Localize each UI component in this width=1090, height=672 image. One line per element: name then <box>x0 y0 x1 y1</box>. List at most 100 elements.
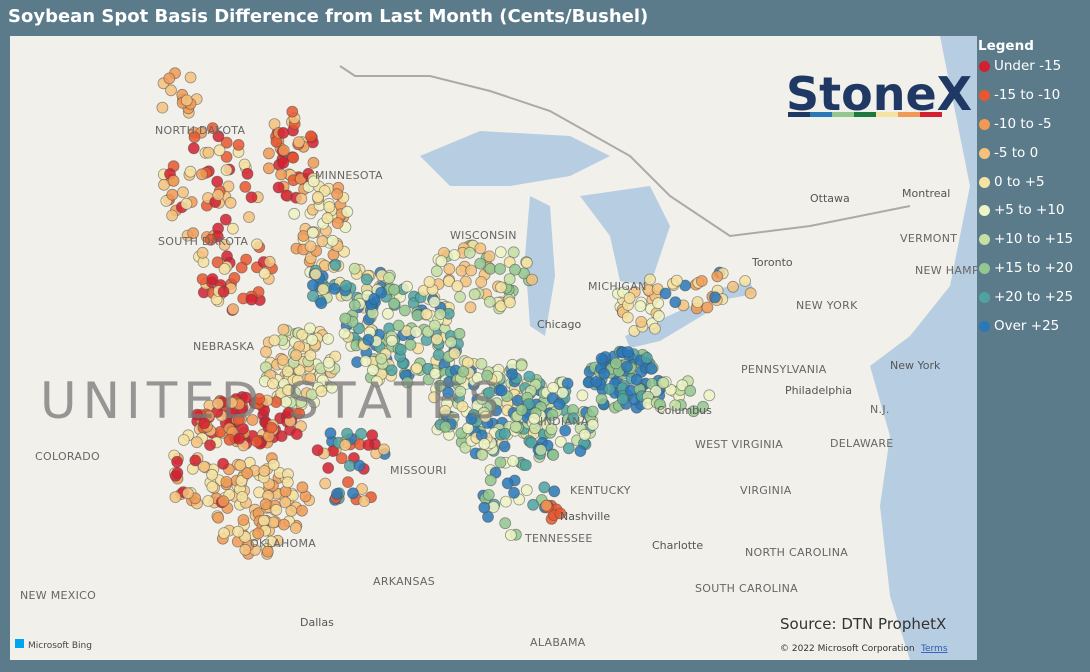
location-point <box>479 410 492 423</box>
location-point <box>381 307 394 320</box>
location-point <box>204 233 217 246</box>
location-point <box>650 385 662 398</box>
map-label: NORTH DAKOTA <box>155 124 245 137</box>
location-point <box>317 283 330 296</box>
location-point <box>494 246 507 259</box>
map-label: OKLAHOMA <box>250 537 316 550</box>
legend-swatch <box>979 234 990 246</box>
location-point <box>464 301 477 314</box>
location-point <box>360 273 373 286</box>
logo-stripe <box>810 112 832 117</box>
map-label: WISCONSIN <box>450 229 517 242</box>
location-point <box>481 369 494 382</box>
location-point <box>482 488 495 501</box>
location-point <box>306 290 319 302</box>
location-point <box>296 504 308 517</box>
location-point <box>359 355 372 368</box>
location-point <box>386 334 398 347</box>
location-point <box>684 384 697 397</box>
map-label: NEW MEXICO <box>20 589 96 602</box>
location-point <box>280 189 293 202</box>
location-point <box>204 439 216 452</box>
location-point <box>669 399 682 412</box>
legend-label: +10 to +15 <box>994 231 1074 248</box>
terms-link[interactable]: Terms <box>920 644 948 654</box>
location-point <box>616 393 629 406</box>
location-point <box>370 375 383 388</box>
map-label: WEST VIRGINIA <box>695 438 783 451</box>
location-point <box>331 217 344 230</box>
location-point <box>498 427 511 440</box>
map-label: ALABAMA <box>530 636 586 649</box>
location-point <box>515 359 528 372</box>
points <box>156 67 757 560</box>
location-point <box>494 456 507 469</box>
location-point <box>241 167 254 180</box>
map-label: SOUTH CAROLINA <box>695 582 798 595</box>
legend-item: -5 to 0 <box>978 145 1073 174</box>
location-point <box>289 522 302 534</box>
location-point <box>319 477 332 490</box>
map-label: MINNESOTA <box>315 169 383 182</box>
map-label: INDIANA <box>540 415 589 428</box>
location-point <box>506 368 519 380</box>
lake-erie <box>625 306 710 348</box>
location-point <box>498 440 511 453</box>
location-point <box>358 495 371 508</box>
legend-swatch <box>979 89 990 101</box>
location-point <box>339 312 352 325</box>
location-point <box>202 495 215 507</box>
location-point <box>703 389 716 402</box>
location-point <box>435 255 448 268</box>
location-point <box>375 286 388 299</box>
legend-swatch <box>979 147 990 159</box>
location-point <box>342 476 354 489</box>
location-point <box>285 505 298 517</box>
map-label: DELAWARE <box>830 437 894 450</box>
location-point <box>475 357 488 370</box>
city-label: Toronto <box>751 256 793 269</box>
logo-stripe <box>832 112 854 117</box>
location-point <box>559 424 572 437</box>
location-point <box>190 436 203 449</box>
location-point <box>198 417 211 430</box>
location-point <box>423 276 436 288</box>
location-point <box>654 398 666 411</box>
location-point <box>463 246 476 259</box>
location-point <box>635 315 648 328</box>
location-point <box>223 433 236 446</box>
location-point <box>324 427 337 440</box>
location-point <box>478 438 491 450</box>
location-point <box>292 136 305 149</box>
location-point <box>233 432 246 445</box>
location-point <box>180 94 193 107</box>
location-point <box>217 495 230 508</box>
bing-icon <box>15 639 24 648</box>
location-point <box>401 376 414 389</box>
location-point <box>156 101 169 114</box>
location-point <box>163 72 176 85</box>
location-point <box>428 319 441 332</box>
location-point <box>515 404 528 416</box>
location-point <box>394 343 407 356</box>
location-point <box>217 285 230 298</box>
location-point <box>482 387 495 399</box>
location-point <box>277 127 290 139</box>
location-point <box>353 459 366 472</box>
location-point <box>528 412 541 425</box>
location-point <box>474 257 487 270</box>
location-point <box>534 444 547 456</box>
location-point <box>691 296 704 309</box>
location-point <box>206 481 219 493</box>
location-point <box>465 413 478 425</box>
location-point <box>304 322 316 335</box>
location-point <box>245 191 258 204</box>
location-point <box>282 384 295 397</box>
legend: Legend Under -15 -15 to -10 -10 to -5 -5 to… <box>978 38 1073 347</box>
location-point <box>245 293 258 306</box>
location-point <box>213 144 226 157</box>
legend-label: +5 to +10 <box>994 202 1065 219</box>
location-point <box>220 136 233 149</box>
location-point <box>311 444 324 457</box>
